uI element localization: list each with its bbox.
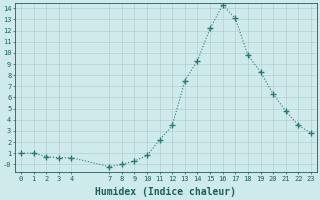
X-axis label: Humidex (Indice chaleur): Humidex (Indice chaleur) <box>95 187 236 197</box>
